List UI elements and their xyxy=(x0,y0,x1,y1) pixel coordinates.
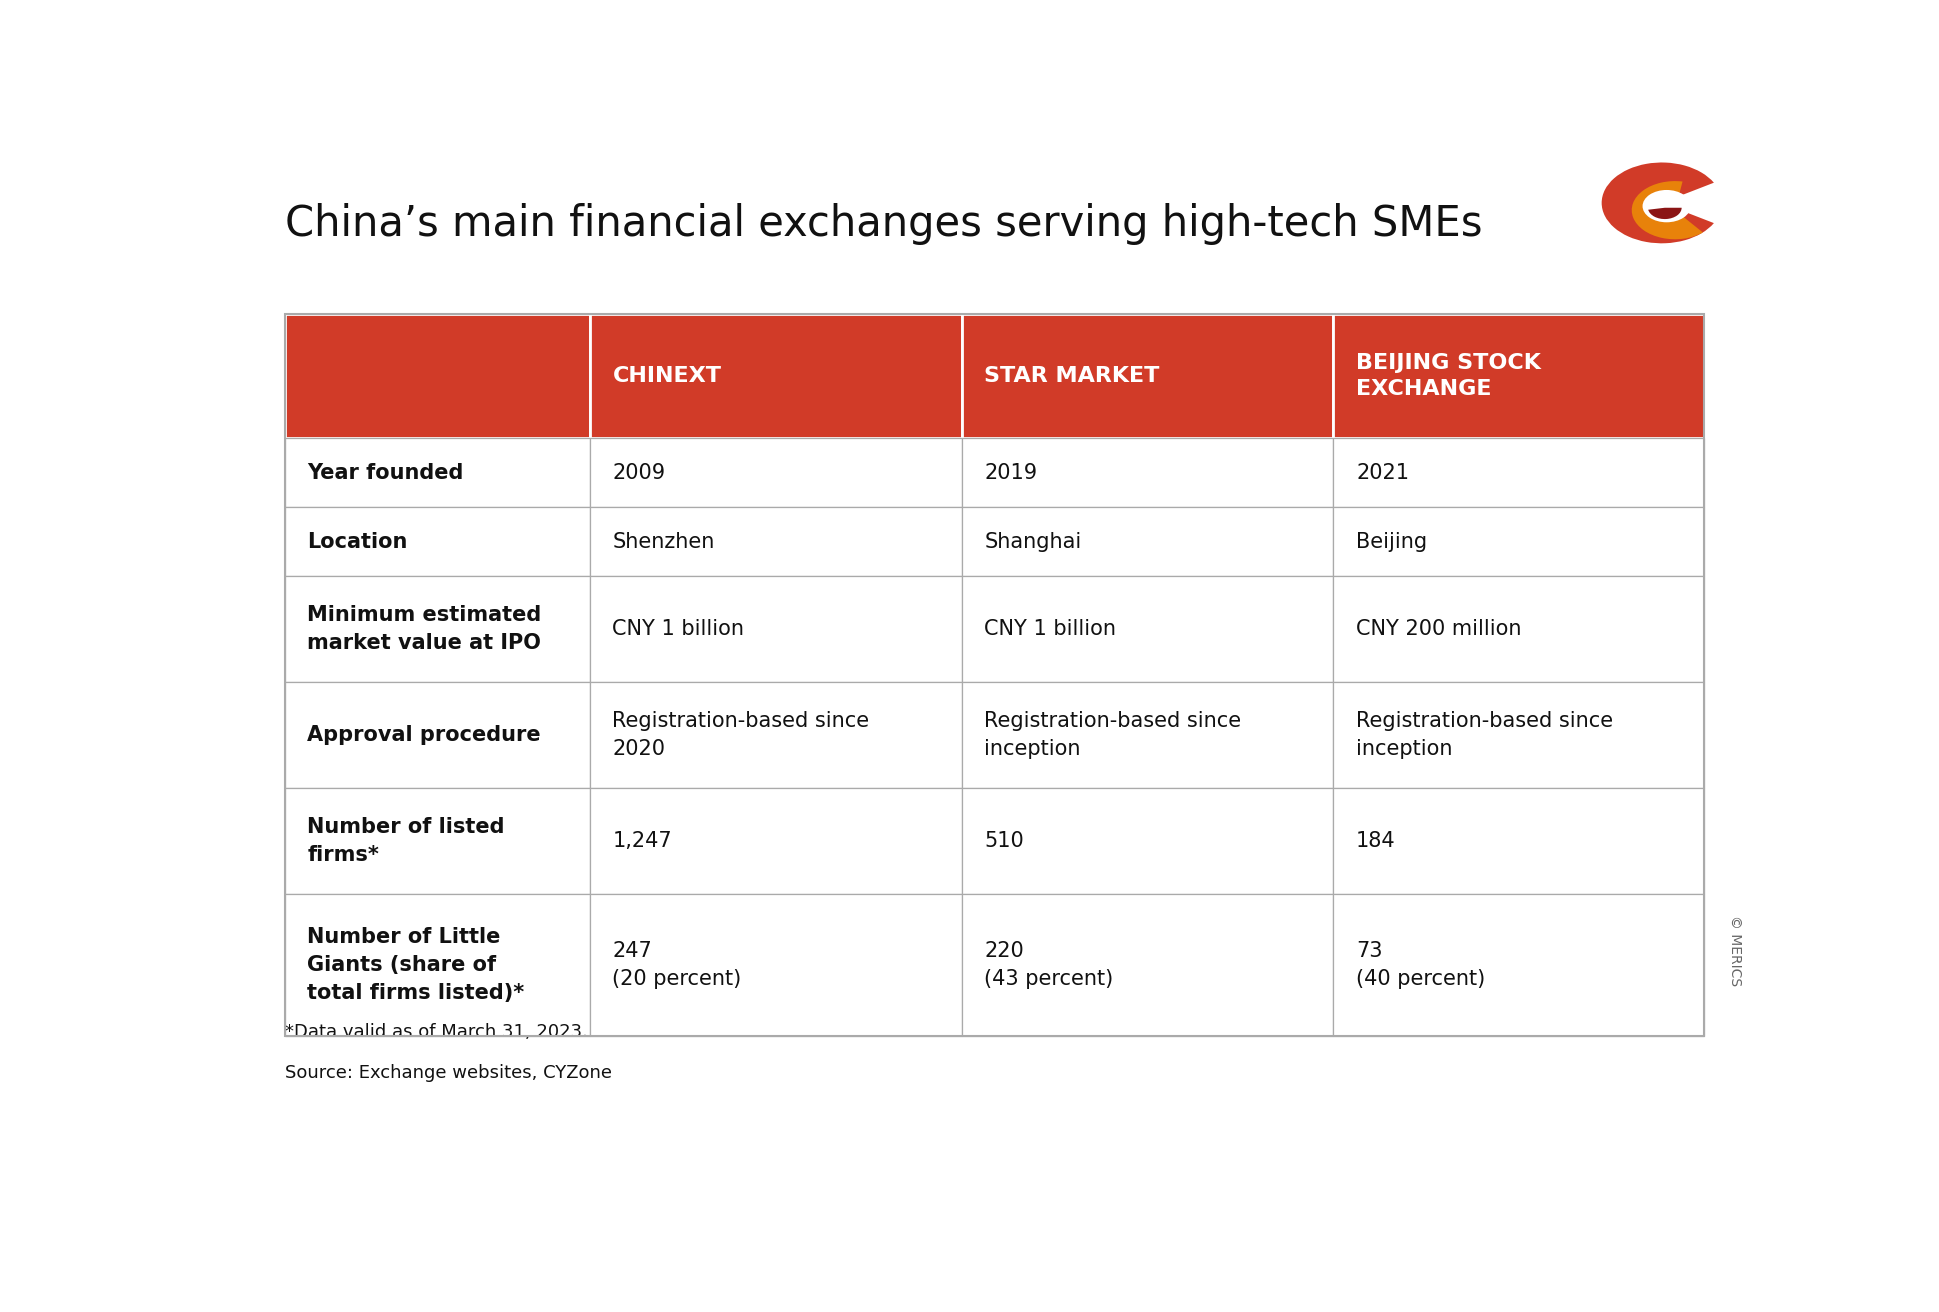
Bar xyxy=(1332,314,1702,438)
Text: BEIJING STOCK
EXCHANGE: BEIJING STOCK EXCHANGE xyxy=(1355,353,1540,399)
Text: Shanghai: Shanghai xyxy=(983,531,1082,552)
Bar xyxy=(589,789,962,893)
Text: Beijing: Beijing xyxy=(1355,531,1427,552)
Bar xyxy=(1332,893,1702,1036)
Bar xyxy=(589,893,962,1036)
Circle shape xyxy=(1642,190,1689,222)
Text: *Data valid as of March 31, 2023.: *Data valid as of March 31, 2023. xyxy=(285,1023,588,1042)
Text: 510: 510 xyxy=(983,830,1024,850)
Bar xyxy=(962,576,1332,682)
Bar xyxy=(589,438,962,508)
Bar xyxy=(589,508,962,576)
Text: China’s main financial exchanges serving high-tech SMEs: China’s main financial exchanges serving… xyxy=(285,203,1481,245)
Text: Source: Exchange websites, CYZone: Source: Exchange websites, CYZone xyxy=(285,1064,611,1082)
Text: 1,247: 1,247 xyxy=(613,830,671,850)
Text: Location: Location xyxy=(306,531,407,552)
Wedge shape xyxy=(1602,163,1712,243)
Text: Registration-based since
inception: Registration-based since inception xyxy=(1355,711,1613,760)
Text: CNY 1 billion: CNY 1 billion xyxy=(613,619,745,639)
Text: 73
(40 percent): 73 (40 percent) xyxy=(1355,941,1485,989)
Bar xyxy=(962,682,1332,789)
Text: 220
(43 percent): 220 (43 percent) xyxy=(983,941,1113,989)
Bar xyxy=(589,576,962,682)
Text: 2009: 2009 xyxy=(613,463,665,483)
Bar xyxy=(962,438,1332,508)
Bar xyxy=(285,314,1702,1036)
Text: CNY 1 billion: CNY 1 billion xyxy=(983,619,1115,639)
Text: Approval procedure: Approval procedure xyxy=(306,726,541,745)
Text: Registration-based since
2020: Registration-based since 2020 xyxy=(613,711,869,760)
Bar xyxy=(1332,789,1702,893)
Bar xyxy=(1332,682,1702,789)
Text: 247
(20 percent): 247 (20 percent) xyxy=(613,941,741,989)
Bar xyxy=(285,508,589,576)
Bar xyxy=(285,438,589,508)
Text: CNY 200 million: CNY 200 million xyxy=(1355,619,1520,639)
Text: Number of Little
Giants (share of
total firms listed)*: Number of Little Giants (share of total … xyxy=(306,928,524,1004)
Text: 2019: 2019 xyxy=(983,463,1037,483)
Text: Shenzhen: Shenzhen xyxy=(613,531,714,552)
Text: STAR MARKET: STAR MARKET xyxy=(983,366,1160,386)
Wedge shape xyxy=(1648,207,1681,219)
Bar xyxy=(589,314,962,438)
Bar xyxy=(285,682,589,789)
Text: 2021: 2021 xyxy=(1355,463,1408,483)
Text: Registration-based since
inception: Registration-based since inception xyxy=(983,711,1241,760)
Bar xyxy=(962,508,1332,576)
Text: Minimum estimated
market value at IPO: Minimum estimated market value at IPO xyxy=(306,605,541,653)
Bar xyxy=(285,314,589,438)
Text: 184: 184 xyxy=(1355,830,1394,850)
Bar xyxy=(285,893,589,1036)
Bar xyxy=(962,893,1332,1036)
Bar xyxy=(589,682,962,789)
Bar xyxy=(1332,438,1702,508)
Bar xyxy=(1332,508,1702,576)
Bar xyxy=(285,789,589,893)
Wedge shape xyxy=(1631,181,1702,239)
Text: © MERICS: © MERICS xyxy=(1728,914,1741,985)
Bar xyxy=(285,576,589,682)
Text: Year founded: Year founded xyxy=(306,463,463,483)
Bar xyxy=(962,789,1332,893)
Bar xyxy=(1332,576,1702,682)
Text: Number of listed
firms*: Number of listed firms* xyxy=(306,817,504,865)
Text: CHINEXT: CHINEXT xyxy=(613,366,721,386)
Bar xyxy=(962,314,1332,438)
